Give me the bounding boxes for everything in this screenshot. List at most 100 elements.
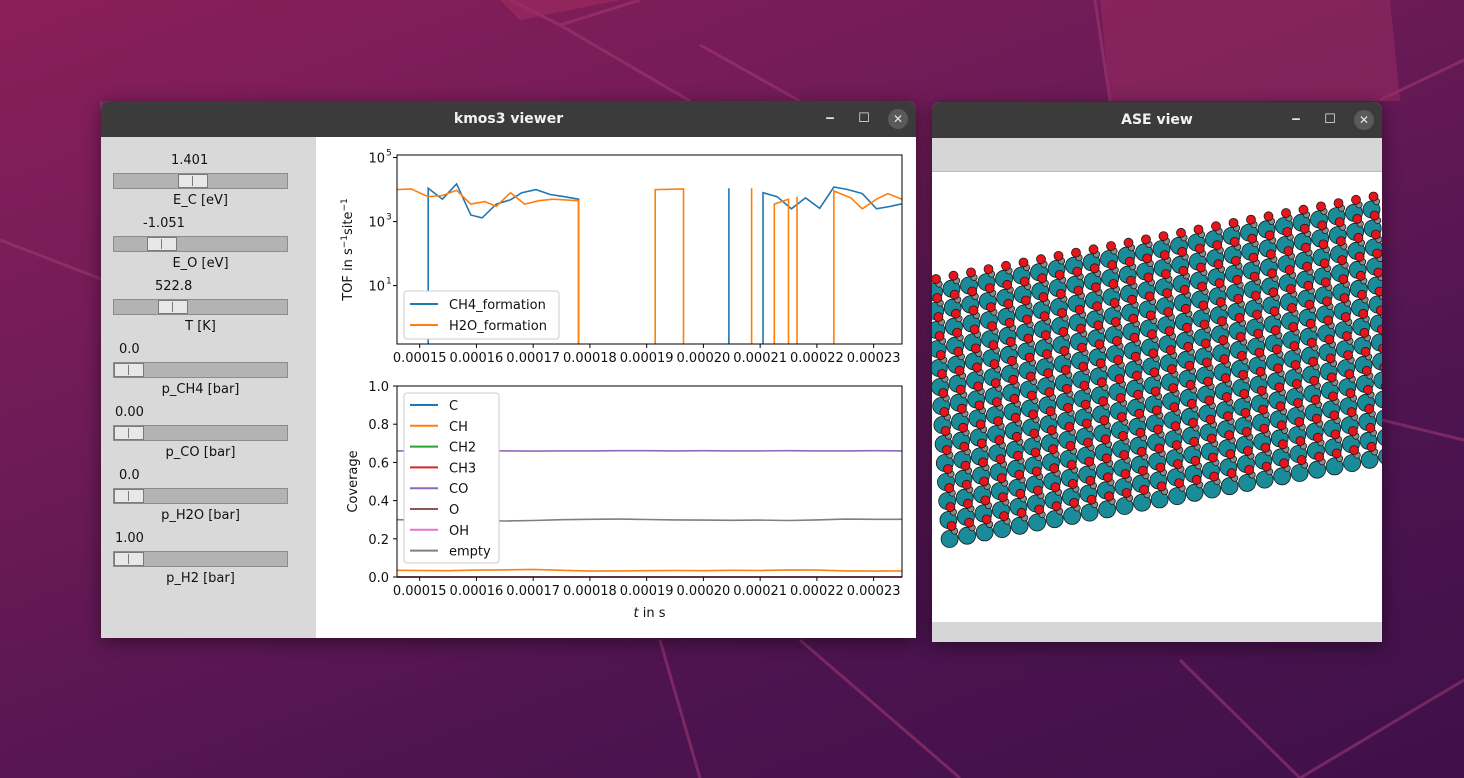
slider-handle[interactable]	[158, 300, 189, 314]
oxygen-atom	[960, 460, 971, 471]
slider-trough[interactable]	[113, 551, 288, 567]
x-tick-label: 0.00022	[790, 584, 844, 599]
oxygen-atom	[1234, 312, 1245, 323]
oxygen-atom	[1078, 361, 1089, 372]
oxygen-atom	[1337, 255, 1348, 265]
oxygen-atom	[1344, 369, 1355, 380]
slider-handle[interactable]	[114, 552, 144, 566]
oxygen-atom	[1188, 417, 1198, 428]
oxygen-atom	[1311, 413, 1322, 424]
oxygen-atom	[1079, 380, 1090, 391]
oxygen-atom	[1325, 353, 1336, 364]
oxygen-atom	[1114, 374, 1125, 384]
oxygen-atom	[974, 400, 985, 411]
oxygen-atom	[1054, 270, 1065, 280]
oxygen-atom	[1071, 247, 1081, 258]
oxygen-atom	[1115, 393, 1126, 403]
x-tick-label: 0.00023	[847, 351, 901, 366]
oxygen-atom	[1254, 347, 1265, 358]
oxygen-atom	[1323, 315, 1334, 326]
slider-handle[interactable]	[178, 174, 209, 188]
close-icon[interactable]: ✕	[1354, 110, 1374, 130]
oxygen-atom	[992, 397, 1002, 408]
atoms-structure[interactable]	[932, 172, 1382, 622]
oxygen-atom	[1002, 279, 1013, 290]
slider-handle[interactable]	[146, 237, 177, 251]
oxygen-atom	[1077, 342, 1087, 353]
minimize-icon[interactable]: ‒	[1291, 112, 1301, 127]
oxygen-atom	[1324, 334, 1335, 345]
oxygen-atom	[1088, 244, 1099, 255]
oxygen-atom	[1345, 388, 1356, 399]
maximize-icon[interactable]: ☐	[1324, 112, 1336, 127]
legend-label: CO	[449, 482, 468, 497]
maximize-icon[interactable]: ☐	[858, 111, 870, 126]
oxygen-atom	[1358, 308, 1369, 319]
slider-handle[interactable]	[114, 426, 144, 440]
slider-trough[interactable]	[113, 173, 288, 189]
oxygen-atom	[1349, 445, 1360, 456]
metal-atom	[1378, 449, 1382, 464]
oxygen-atom	[1253, 328, 1264, 339]
slider-trough[interactable]	[113, 488, 288, 504]
oxygen-atom	[1304, 299, 1315, 310]
oxygen-atom	[1156, 481, 1167, 492]
slider-trough[interactable]	[113, 425, 288, 441]
oxygen-atom	[1191, 474, 1202, 485]
oxygen-atom	[1353, 232, 1364, 243]
oxygen-atom	[1100, 434, 1111, 445]
oxygen-atom	[1134, 408, 1145, 419]
slider-label: p_CH4 [bar]	[161, 382, 240, 397]
ase-titlebar[interactable]: ASE view ‒ ☐ ✕	[932, 102, 1382, 138]
metal-atom	[1273, 467, 1292, 486]
metal-atom	[1185, 483, 1204, 502]
minimize-icon[interactable]: ‒	[825, 111, 835, 126]
oxygen-atom	[1037, 273, 1048, 284]
close-icon[interactable]: ✕	[888, 109, 908, 129]
atoms-canvas[interactable]	[932, 172, 1382, 622]
slider-handle[interactable]	[114, 363, 144, 377]
oxygen-atom	[984, 283, 995, 293]
oxygen-atom	[968, 305, 979, 316]
slider-label: p_H2O [bar]	[161, 508, 240, 523]
slider-trough[interactable]	[113, 362, 288, 378]
oxygen-atom	[1267, 268, 1278, 279]
oxygen-atom	[999, 511, 1009, 522]
oxygen-atom	[1374, 286, 1382, 297]
x-tick-label: 0.00015	[393, 351, 447, 366]
oxygen-atom	[1150, 386, 1161, 397]
oxygen-atom	[1084, 456, 1095, 467]
oxygen-atom	[959, 441, 970, 452]
slider-trough[interactable]	[113, 236, 288, 252]
oxygen-atom	[1247, 233, 1258, 244]
slider-handle[interactable]	[114, 489, 144, 503]
kmos3-titlebar[interactable]: kmos3 viewer ‒ ☐ ✕	[101, 101, 916, 137]
oxygen-atom	[1168, 383, 1179, 394]
oxygen-atom	[1067, 478, 1078, 489]
series-line-CH4_formation	[762, 186, 902, 344]
oxygen-atom	[1025, 371, 1036, 382]
oxygen-atom	[1246, 214, 1256, 225]
oxygen-atom	[1330, 429, 1341, 440]
oxygen-atom	[1276, 420, 1287, 431]
oxygen-atom	[1069, 497, 1080, 508]
slider-trough[interactable]	[113, 299, 288, 315]
oxygen-atom	[1317, 220, 1328, 231]
oxygen-atom	[1063, 402, 1074, 413]
oxygen-atom	[993, 416, 1003, 427]
oxygen-atom	[1129, 332, 1140, 343]
slider-p_H2: 1.00 p_H2 [bar]	[113, 531, 288, 591]
oxygen-atom	[1021, 295, 1031, 306]
oxygen-atom	[934, 331, 945, 341]
oxygen-atom	[1178, 265, 1189, 276]
y-axis-label-part: TOF in s	[341, 248, 356, 302]
oxygen-atom	[1159, 250, 1170, 260]
oxygen-atom	[1135, 427, 1146, 438]
oxygen-atom	[1182, 322, 1192, 333]
metal-atom	[993, 520, 1011, 539]
oxygen-atom	[1329, 410, 1340, 421]
oxygen-atom	[1171, 440, 1182, 451]
oxygen-atom	[1109, 298, 1120, 308]
slider-label: T [K]	[185, 319, 216, 334]
metal-atom	[1028, 513, 1046, 532]
